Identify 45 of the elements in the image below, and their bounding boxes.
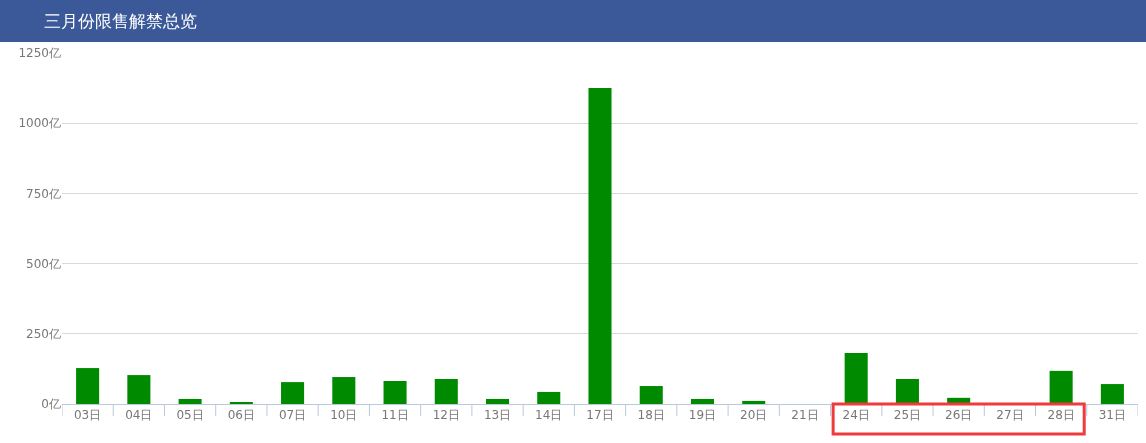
bar <box>742 400 766 404</box>
bar <box>1049 370 1073 404</box>
y-tick-label: 0亿 <box>41 397 61 412</box>
x-tick-label: 18日 <box>637 408 665 423</box>
bar <box>844 352 868 404</box>
x-tick-label: 10日 <box>330 408 358 423</box>
x-tick-label: 03日 <box>73 408 102 423</box>
x-tick-label: 27日 <box>996 408 1024 423</box>
x-tick-label: 07日 <box>278 408 307 423</box>
x-tick-label: 24日 <box>842 408 870 423</box>
y-tick-label: 1000亿 <box>18 116 61 131</box>
bar <box>332 377 356 404</box>
x-tick-label: 05日 <box>176 408 204 423</box>
bar <box>1100 384 1124 404</box>
x-tick-label: 20日 <box>740 408 768 423</box>
x-tick-label: 04日 <box>125 408 153 423</box>
bar <box>639 386 663 404</box>
bar <box>281 382 305 404</box>
bar <box>434 379 458 404</box>
x-tick-label: 26日 <box>945 408 973 423</box>
bar <box>895 379 919 404</box>
bar <box>537 391 561 404</box>
x-tick-label: 31日 <box>1098 408 1127 423</box>
bar <box>383 380 407 404</box>
bar <box>76 368 100 404</box>
chart-title: 三月份限售解禁总览 <box>44 11 197 31</box>
bar <box>178 398 202 404</box>
bar <box>486 398 510 404</box>
x-tick-label: 17日 <box>586 408 614 423</box>
x-tick-label: 21日 <box>791 408 819 423</box>
x-tick-label: 12日 <box>432 408 460 423</box>
bar <box>690 398 714 404</box>
x-tick-label: 14日 <box>535 408 563 423</box>
x-tick-label: 06日 <box>227 408 255 423</box>
y-tick-label: 250亿 <box>26 327 61 341</box>
bar <box>127 375 151 404</box>
bar <box>588 88 612 404</box>
y-tick-label: 750亿 <box>26 186 61 201</box>
x-tick-label: 25日 <box>893 408 922 423</box>
y-tick-label: 500亿 <box>26 256 61 271</box>
x-tick-label: 28日 <box>1047 408 1075 423</box>
x-tick-label: 19日 <box>688 408 717 423</box>
y-tick-label: 1250亿 <box>18 46 61 61</box>
x-tick-label: 13日 <box>483 408 512 423</box>
x-tick-label: 11日 <box>381 408 409 423</box>
